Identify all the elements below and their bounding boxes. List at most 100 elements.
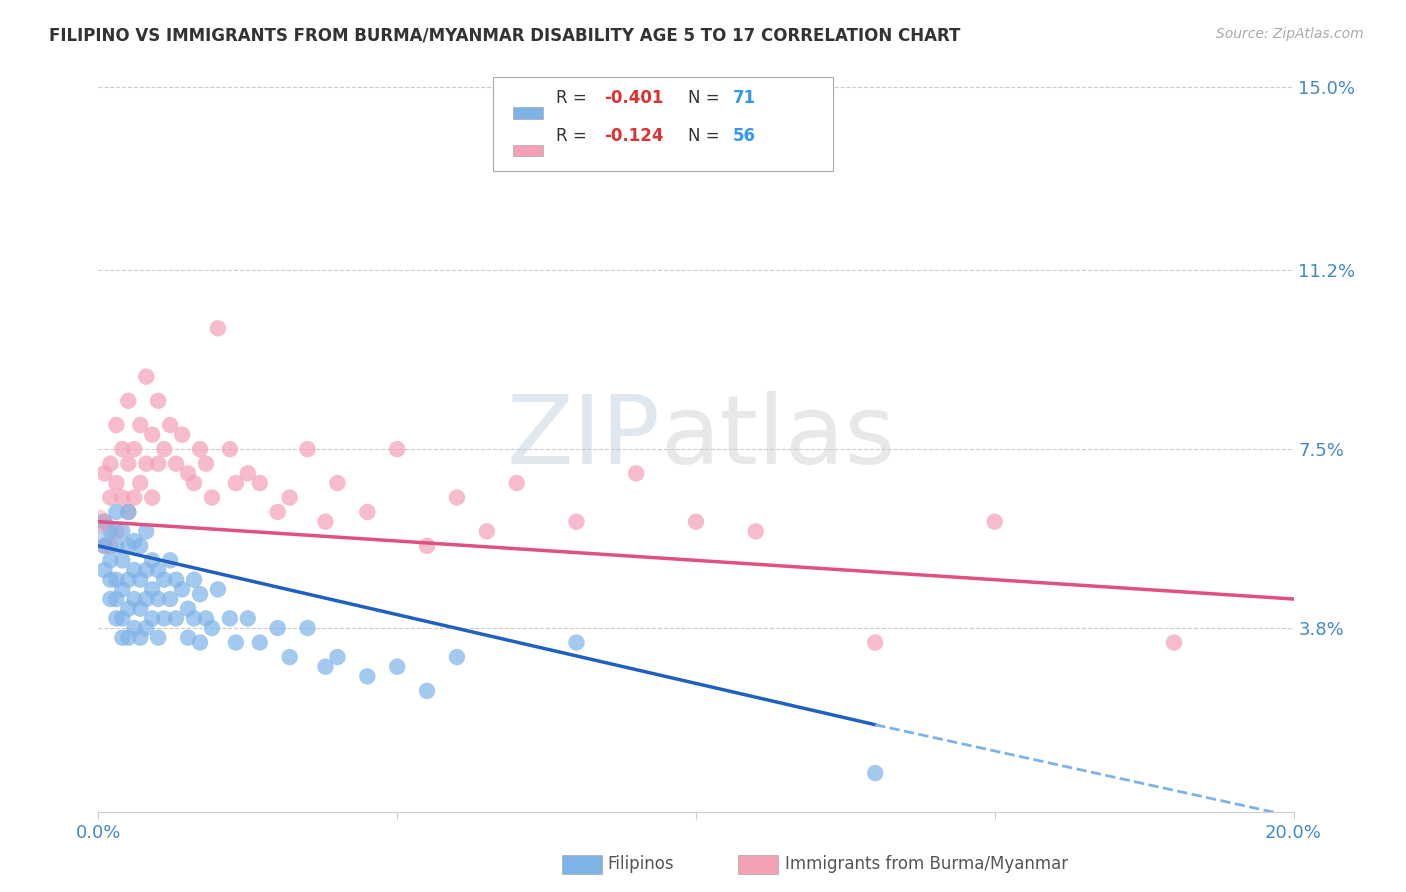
- Point: [249, 635, 271, 649]
- Text: R =: R =: [557, 89, 592, 107]
- Point: [98, 539, 122, 553]
- FancyBboxPatch shape: [513, 145, 543, 156]
- Point: [177, 631, 200, 645]
- Point: [117, 505, 139, 519]
- Point: [105, 475, 128, 490]
- Point: [225, 635, 247, 649]
- Point: [159, 592, 181, 607]
- Point: [93, 539, 115, 553]
- Point: [315, 659, 337, 673]
- Point: [236, 467, 259, 481]
- Point: [195, 611, 218, 625]
- Point: [148, 563, 170, 577]
- Point: [188, 635, 211, 649]
- Point: [98, 553, 122, 567]
- Point: [129, 631, 152, 645]
- Point: [135, 621, 157, 635]
- Point: [105, 611, 128, 625]
- Point: [201, 621, 224, 635]
- Point: [98, 592, 122, 607]
- Point: [117, 457, 139, 471]
- Point: [148, 393, 170, 408]
- Text: 56: 56: [733, 127, 756, 145]
- Point: [219, 442, 242, 457]
- Point: [165, 457, 187, 471]
- Point: [105, 505, 128, 519]
- Point: [177, 601, 200, 615]
- FancyBboxPatch shape: [494, 78, 834, 171]
- Point: [249, 475, 271, 490]
- Point: [124, 442, 146, 457]
- Point: [124, 592, 146, 607]
- Point: [685, 515, 707, 529]
- Text: Source: ZipAtlas.com: Source: ZipAtlas.com: [1216, 27, 1364, 41]
- Point: [111, 442, 134, 457]
- Point: [111, 582, 134, 597]
- Point: [236, 611, 259, 625]
- Point: [188, 587, 211, 601]
- Point: [141, 582, 163, 597]
- Point: [93, 467, 115, 481]
- Point: [135, 563, 157, 577]
- Point: [117, 631, 139, 645]
- Point: [326, 650, 349, 665]
- Point: [148, 592, 170, 607]
- Point: [124, 621, 146, 635]
- Point: [117, 573, 139, 587]
- Point: [93, 515, 115, 529]
- Point: [105, 524, 128, 539]
- Point: [111, 553, 134, 567]
- Point: [93, 563, 115, 577]
- Text: 71: 71: [733, 89, 756, 107]
- Point: [111, 524, 134, 539]
- Point: [446, 650, 468, 665]
- Text: atlas: atlas: [661, 391, 896, 483]
- Point: [356, 505, 378, 519]
- Point: [135, 592, 157, 607]
- Point: [267, 505, 290, 519]
- Point: [177, 467, 200, 481]
- Text: Immigrants from Burma/Myanmar: Immigrants from Burma/Myanmar: [785, 855, 1067, 873]
- Point: [267, 621, 290, 635]
- Point: [129, 475, 152, 490]
- Point: [865, 766, 887, 780]
- Point: [201, 491, 224, 505]
- Point: [195, 457, 218, 471]
- Point: [141, 427, 163, 442]
- Point: [165, 573, 187, 587]
- Point: [385, 659, 409, 673]
- Point: [183, 573, 205, 587]
- FancyBboxPatch shape: [513, 107, 543, 119]
- Point: [165, 611, 187, 625]
- Point: [124, 534, 146, 549]
- Point: [153, 442, 176, 457]
- Point: [117, 539, 139, 553]
- Point: [129, 539, 152, 553]
- Point: [159, 553, 181, 567]
- Text: -0.401: -0.401: [605, 89, 664, 107]
- Point: [225, 475, 247, 490]
- Point: [153, 573, 176, 587]
- Point: [297, 442, 319, 457]
- Point: [135, 369, 157, 384]
- Point: [141, 611, 163, 625]
- Point: [297, 621, 319, 635]
- Point: [117, 505, 139, 519]
- Point: [385, 442, 409, 457]
- Point: [416, 684, 439, 698]
- Point: [93, 515, 115, 529]
- Point: [98, 573, 122, 587]
- Point: [278, 491, 301, 505]
- Point: [98, 457, 122, 471]
- Point: [315, 515, 337, 529]
- Point: [326, 475, 349, 490]
- Point: [207, 321, 229, 335]
- Point: [219, 611, 242, 625]
- Point: [141, 491, 163, 505]
- Point: [98, 524, 122, 539]
- Point: [984, 515, 1007, 529]
- Point: [111, 611, 134, 625]
- Text: Filipinos: Filipinos: [607, 855, 673, 873]
- Point: [93, 539, 115, 553]
- Point: [626, 467, 648, 481]
